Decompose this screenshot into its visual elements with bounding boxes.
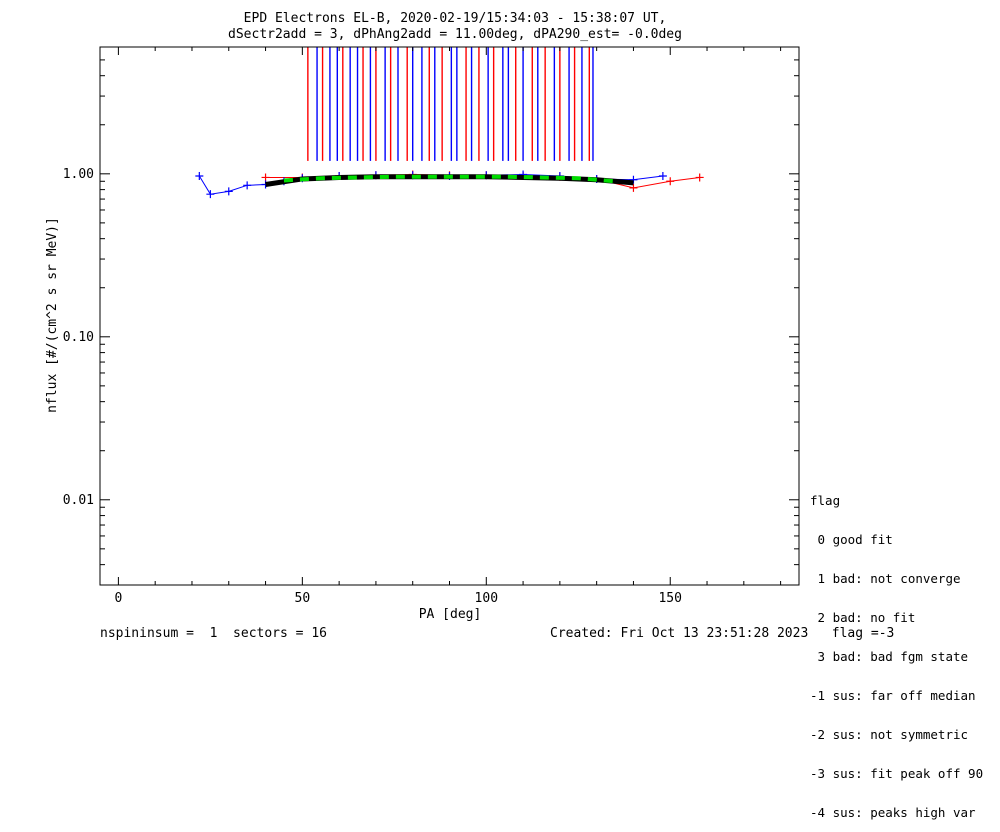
data-point-marker <box>261 173 270 182</box>
data-point-marker <box>243 181 252 190</box>
vertical-lines-group <box>307 47 594 161</box>
data-point-marker <box>695 173 704 182</box>
plot-frame <box>99 46 800 586</box>
legend-item: -3 sus: fit peak off 90 <box>810 766 984 781</box>
x-tick-label: 150 <box>658 591 681 606</box>
x-tick-label: 100 <box>475 591 498 606</box>
data-point-marker <box>666 177 675 186</box>
chart-subtitle: dSectr2add = 3, dPhAng2add = 11.00deg, d… <box>228 27 682 42</box>
legend-item: -4 sus: peaks high var <box>810 805 976 820</box>
data-point-marker <box>224 187 233 196</box>
fit-curve <box>283 174 616 184</box>
legend-item: 3 bad: bad fgm state <box>810 649 969 664</box>
legend-item: 0 good fit <box>810 532 893 547</box>
y-tick-label: 0.10 <box>63 330 94 345</box>
x-axis-ticks: 0 50 100 150 <box>114 47 782 606</box>
data-point-marker <box>658 171 667 180</box>
legend-item: 1 bad: not converge <box>810 571 961 586</box>
flag-legend: flag 0 good fit 1 bad: not converge 2 ba… <box>810 468 983 832</box>
data-point-marker <box>206 190 215 199</box>
series-group <box>195 170 704 199</box>
y-axis-label: nflux [#/(cm^2 s sr MeV)] <box>45 217 60 413</box>
legend-item: -1 sus: far off median <box>810 688 976 703</box>
data-point-marker <box>629 183 638 192</box>
footer-left-info: nspininsum = 1 sectors = 16 <box>100 626 327 641</box>
y-tick-label: 1.00 <box>63 167 94 182</box>
legend-title: flag <box>810 493 841 508</box>
footer-created-info: Created: Fri Oct 13 23:51:28 2023 flag =… <box>550 626 895 641</box>
data-point-marker <box>195 171 204 180</box>
x-tick-label: 0 <box>114 591 122 606</box>
legend-item: -2 sus: not symmetric <box>810 727 969 742</box>
legend-item: 2 bad: no fit <box>810 610 916 625</box>
y-axis-ticks: 0.01 0.10 1.00 <box>63 46 799 586</box>
x-tick-label: 50 <box>295 591 311 606</box>
chart-title: EPD Electrons EL-B, 2020-02-19/15:34:03 … <box>244 11 667 26</box>
y-tick-label: 0.01 <box>63 493 94 508</box>
x-axis-label: PA [deg] <box>419 607 482 622</box>
chart-canvas: EPD Electrons EL-B, 2020-02-19/15:34:03 … <box>45 11 800 622</box>
